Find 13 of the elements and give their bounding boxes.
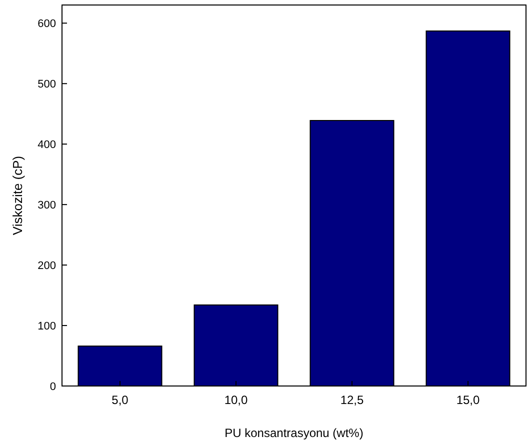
x-axis-title: PU konsantrasyonu (wt%)	[224, 426, 364, 440]
y-tick-label: 200	[38, 260, 56, 272]
y-tick-label: 500	[38, 78, 56, 90]
y-tick-label: 300	[38, 199, 56, 212]
y-tick-label: 400	[38, 138, 56, 151]
x-tick-label: 12,5	[340, 393, 364, 407]
x-tick-label: 5,0	[112, 393, 129, 407]
x-tick-label: 15,0	[456, 393, 480, 407]
y-tick-label: 0	[50, 380, 56, 393]
x-tick-label: 10,0	[224, 393, 248, 407]
y-axis-title: Viskozite (cP)	[10, 156, 25, 236]
y-tick-label: 100	[38, 320, 56, 332]
y-tick-label: 600	[38, 18, 56, 30]
